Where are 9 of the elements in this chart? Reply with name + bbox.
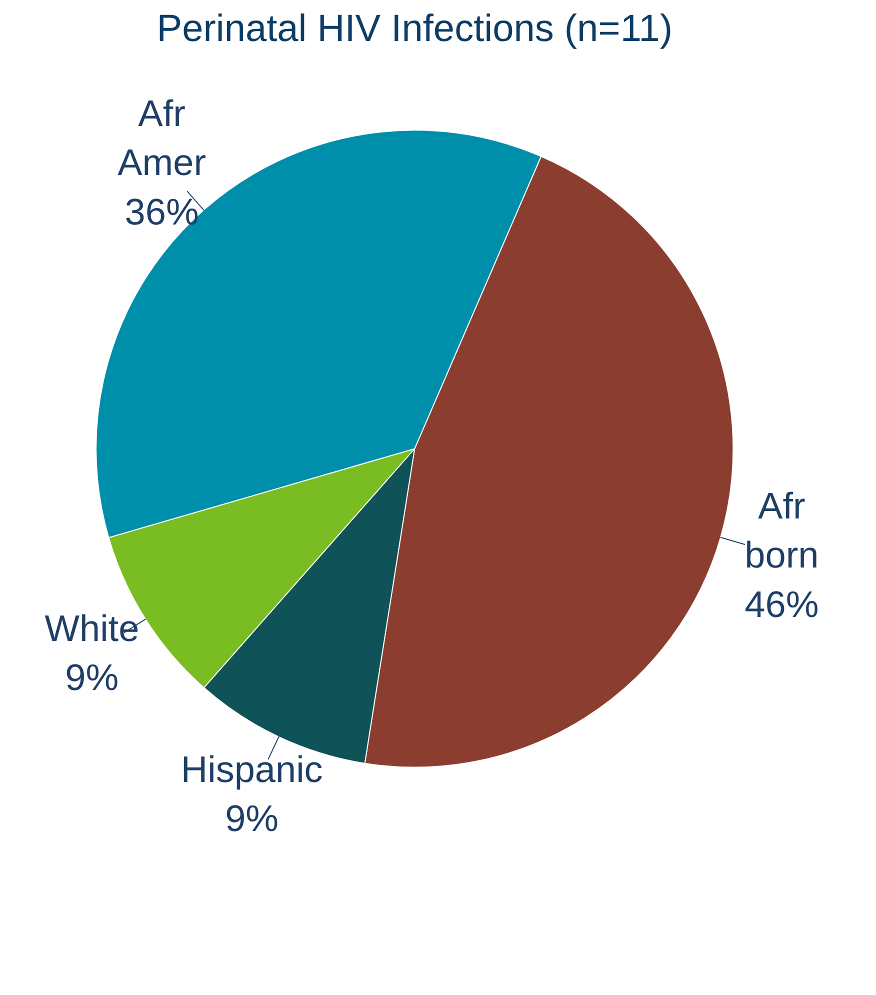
slice-label: Hispanic [180,748,323,790]
slice-label: Afr Amer [118,92,206,184]
slice-label: White [44,608,140,650]
data-label: 9% [225,798,279,839]
slice-label: Afr born [744,485,819,576]
data-label: 46% [744,584,819,625]
chart-title: Perinatal HIV Infections (n=11) [156,8,672,50]
data-label: 9% [65,657,119,698]
data-label: 36% [124,191,199,232]
